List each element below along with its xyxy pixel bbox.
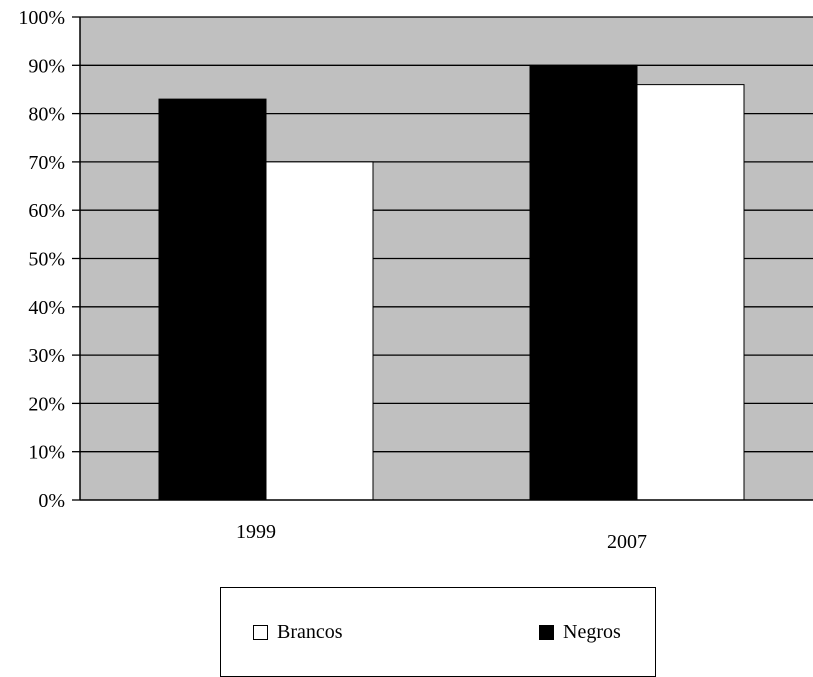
black-square-icon — [539, 625, 554, 640]
y-tick-label: 0% — [38, 490, 65, 512]
y-tick-label: 10% — [28, 442, 65, 464]
x-tick-label: 2007 — [607, 531, 647, 553]
x-tick-label: 1999 — [236, 521, 276, 543]
legend-item-negros: Negros — [539, 621, 621, 644]
white-square-icon — [253, 625, 268, 640]
y-axis-ticks: 0% 10% 20% 30% 40% 50% 60% 70% 80% 90% 100% — [18, 7, 80, 512]
legend-label-negros: Negros — [563, 621, 621, 643]
bar-brancos-1999 — [265, 161, 374, 501]
bar-chart: 0% 10% 20% 30% 40% 50% 60% 70% 80% 90% 100% 1999 20… — [18, 7, 813, 553]
y-tick-label: 100% — [18, 7, 65, 29]
bars — [158, 64, 745, 501]
y-tick-label: 30% — [28, 345, 65, 367]
y-tick-label: 70% — [28, 152, 65, 174]
x-axis-ticks: 1999 2007 — [236, 521, 647, 553]
bar-brancos-2007 — [636, 84, 745, 501]
y-tick-label: 60% — [28, 200, 65, 222]
y-tick-label: 90% — [28, 55, 65, 77]
legend-label-brancos: Brancos — [277, 621, 343, 643]
legend-item-brancos: Brancos — [253, 621, 343, 644]
bar-negros-1999 — [158, 98, 267, 501]
y-tick-label: 40% — [28, 297, 65, 319]
y-tick-label: 50% — [28, 249, 65, 271]
legend: Brancos Negros — [220, 587, 656, 677]
y-tick-label: 20% — [28, 393, 65, 415]
bar-negros-2007 — [529, 64, 638, 501]
y-tick-label: 80% — [28, 104, 65, 126]
